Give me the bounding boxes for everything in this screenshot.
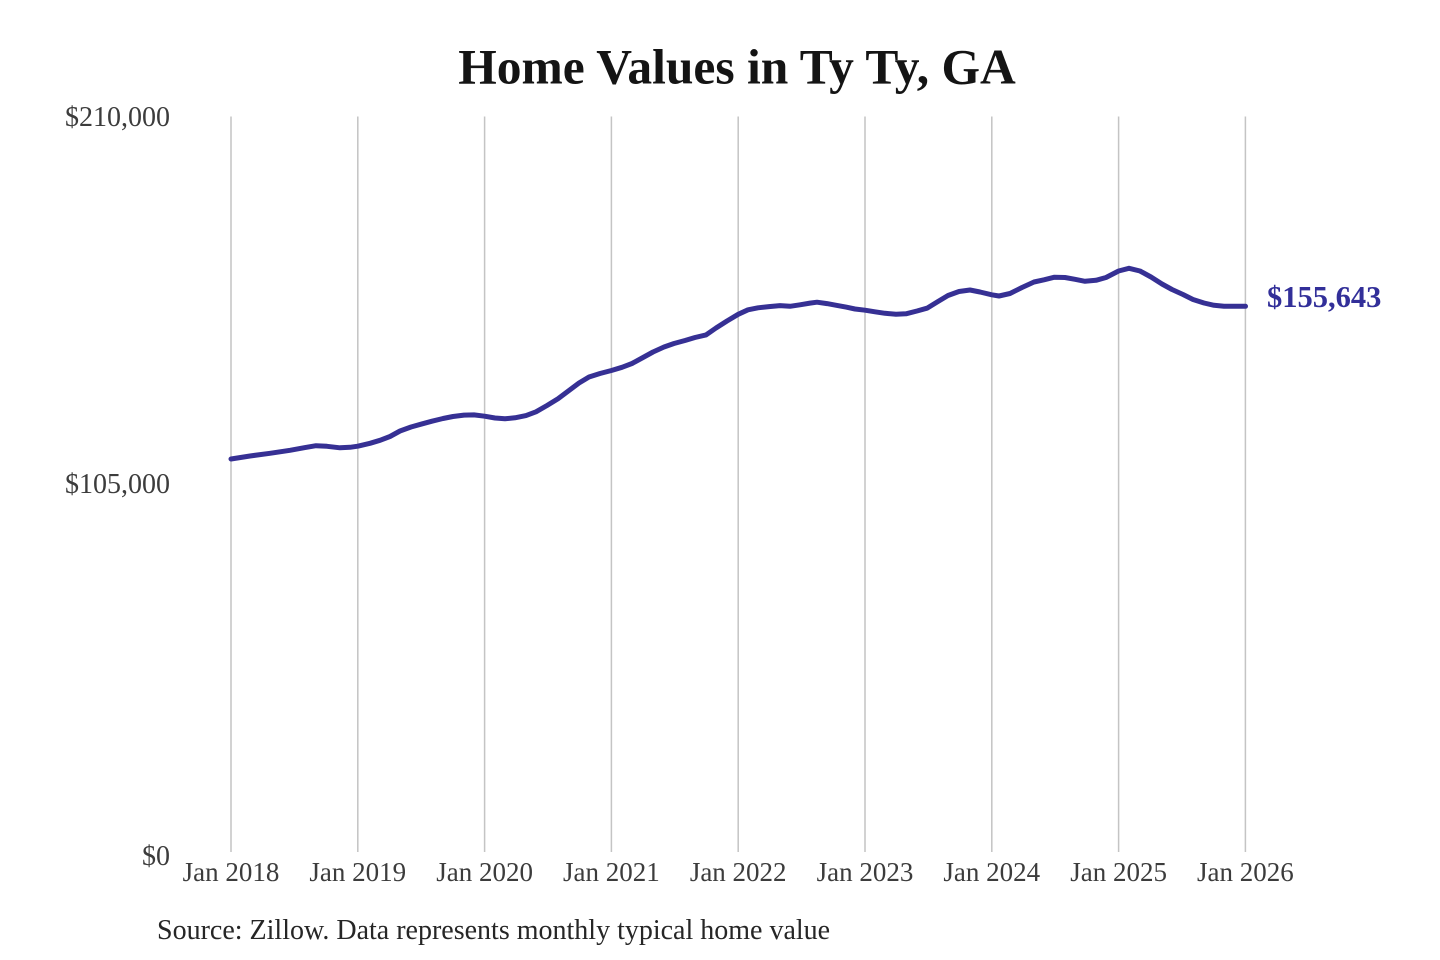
svg-text:$105,000: $105,000 <box>65 469 170 500</box>
svg-text:Jan 2021: Jan 2021 <box>563 857 660 887</box>
svg-text:$210,000: $210,000 <box>65 102 170 133</box>
svg-text:Jan 2024: Jan 2024 <box>943 857 1040 887</box>
svg-text:$0: $0 <box>142 841 170 872</box>
svg-text:Jan 2023: Jan 2023 <box>817 857 914 887</box>
svg-text:Jan 2018: Jan 2018 <box>183 857 280 887</box>
svg-text:Jan 2020: Jan 2020 <box>436 857 533 887</box>
svg-text:Jan 2026: Jan 2026 <box>1197 857 1294 887</box>
svg-text:Jan 2025: Jan 2025 <box>1070 857 1167 887</box>
svg-text:Source: Zillow. Data represent: Source: Zillow. Data represents monthly … <box>157 915 830 946</box>
svg-text:$155,643: $155,643 <box>1267 280 1381 314</box>
svg-text:Jan 2022: Jan 2022 <box>690 857 787 887</box>
svg-text:Home Values in Ty Ty, GA: Home Values in Ty Ty, GA <box>458 40 1016 95</box>
svg-text:Jan 2019: Jan 2019 <box>309 857 406 887</box>
